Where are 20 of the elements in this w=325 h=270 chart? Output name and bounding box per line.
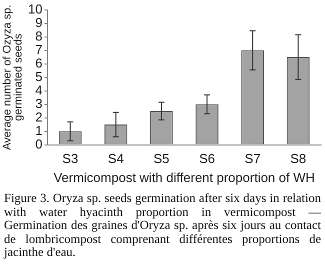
y-tick-label: 5 <box>35 68 42 84</box>
x-tick-label: S4 <box>108 151 124 166</box>
y-tick-label: 6 <box>35 55 42 70</box>
x-tick-label: S7 <box>244 151 261 166</box>
y-axis-title: Average number of Ozyza sp. germinated seeds <box>2 4 25 150</box>
x-tick-label: S5 <box>153 151 170 166</box>
y-tick-label: 3 <box>35 96 42 111</box>
x-tick-label: S6 <box>199 151 215 166</box>
y-tick-label: 2 <box>35 109 42 124</box>
y-tick-label: 7 <box>35 42 42 57</box>
y-tick-label: 4 <box>35 82 42 98</box>
x-tick-label: S3 <box>62 151 78 166</box>
y-tick-label: 0 <box>35 136 42 152</box>
y-tick-label: 9 <box>35 14 42 30</box>
y-tick-label: 10 <box>28 1 42 16</box>
x-axis-title: Vermicompost with different proportion of WH <box>54 170 315 185</box>
y-tick-label: 8 <box>35 28 42 44</box>
y-tick-label: 1 <box>35 122 42 138</box>
caption: Figure 3. Oryza sp. seeds germination after six days in relation with water hyacinth proportion in vermicompost — Germination des graines d'Oryza sp. après six jours au contact de lombricompost comprenant différentes proportions de jacinthe d'eau. <box>4 191 321 260</box>
x-tick-label: S8 <box>290 151 306 166</box>
